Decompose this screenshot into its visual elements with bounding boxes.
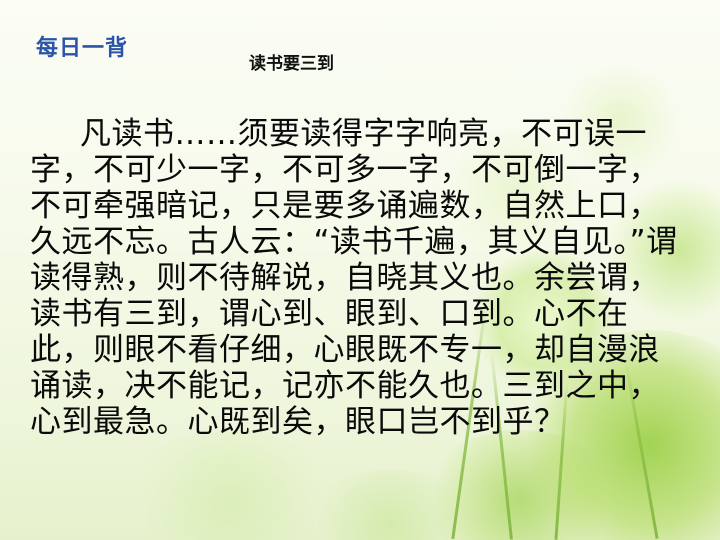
- slide-title: 读书要三到: [249, 54, 334, 74]
- corner-title: 每日一背: [36, 36, 129, 61]
- passage-text: 凡读书……须要读得字字响亮，不可误一字，不可少一字，不可多一字，不可倒一字，不可…: [30, 116, 678, 440]
- background-decoration: [420, 430, 620, 540]
- background-decoration: [120, 430, 340, 540]
